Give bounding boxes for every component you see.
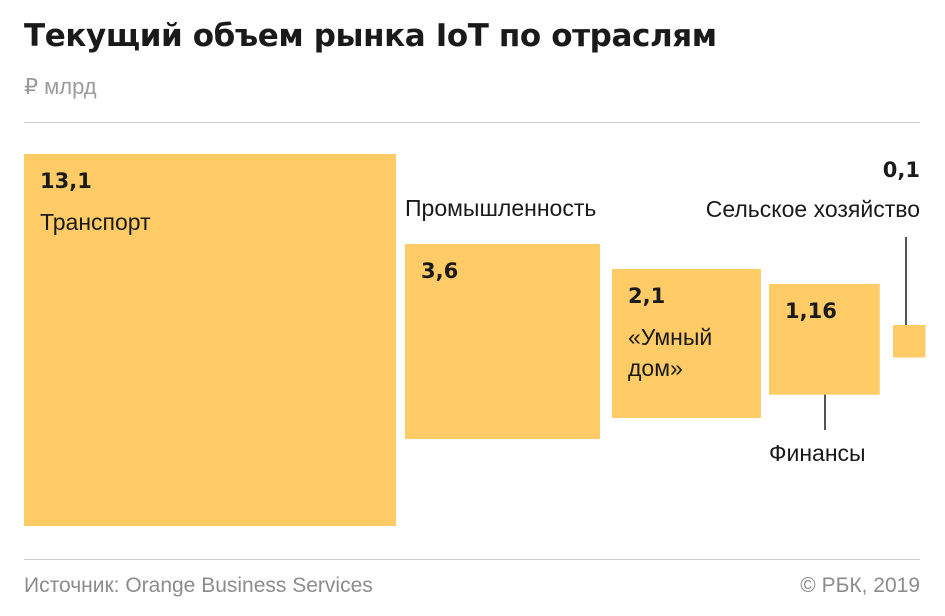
category-label-5: Сельское хозяйство bbox=[706, 196, 920, 222]
value-label-1: 13,1 bbox=[40, 169, 92, 193]
treemap-square-2 bbox=[405, 244, 601, 440]
category-label-4: Финансы bbox=[769, 440, 866, 466]
treemap-square-5 bbox=[893, 325, 926, 358]
value-label-2: 3,6 bbox=[421, 259, 458, 283]
bottom-divider bbox=[24, 559, 920, 560]
value-label-5: 0,1 bbox=[883, 158, 920, 182]
category-label-2: Промышленность bbox=[405, 195, 596, 221]
category-label-3-line-2: дом» bbox=[628, 355, 683, 381]
value-label-4: 1,16 bbox=[785, 299, 837, 323]
unit-label: ₽ млрд bbox=[24, 74, 97, 99]
treemap-square-3 bbox=[612, 269, 761, 418]
source-note: Источник: Orange Business Services bbox=[24, 574, 373, 597]
copyright-note: © РБК, 2019 bbox=[800, 574, 920, 597]
value-label-3: 2,1 bbox=[628, 284, 665, 308]
treemap-square-4 bbox=[769, 284, 880, 395]
category-label-3-line-1: «Умный bbox=[628, 324, 712, 350]
top-divider bbox=[24, 122, 920, 123]
chart-title: Текущий объем рынка IoT по отраслям bbox=[24, 18, 717, 54]
category-label-1: Транспорт bbox=[40, 209, 151, 235]
treemap-square-1 bbox=[24, 154, 396, 526]
